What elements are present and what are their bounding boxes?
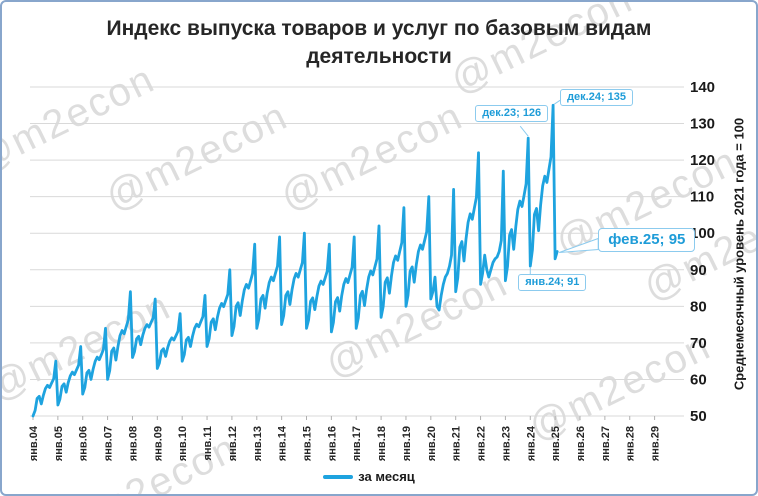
annotation-pointer bbox=[559, 237, 599, 253]
y-tick-label: 110 bbox=[690, 189, 714, 206]
annotation-callout: дек.24; 135 bbox=[560, 89, 634, 107]
x-tick-label: янв.28 bbox=[625, 426, 637, 461]
y-tick-label: 90 bbox=[690, 262, 707, 279]
y-tick-label: 120 bbox=[690, 152, 715, 169]
x-tick-label: янв.15 bbox=[302, 426, 314, 461]
x-tick-label: янв.18 bbox=[376, 426, 388, 461]
y-axis-title: Среднемесячный уровень 2021 года = 100 bbox=[731, 117, 747, 391]
x-tick-label: янв.12 bbox=[227, 426, 239, 461]
y-tick-label: 130 bbox=[690, 116, 715, 133]
x-tick-label: янв.07 bbox=[103, 426, 115, 461]
x-tick-label: янв.29 bbox=[650, 426, 662, 461]
y-tick-label: 60 bbox=[690, 371, 707, 388]
x-tick-label: янв.14 bbox=[277, 425, 289, 461]
annotation-callout: янв.24; 91 bbox=[518, 274, 587, 292]
x-tick-label: янв.16 bbox=[326, 426, 338, 461]
x-tick-label: янв.25 bbox=[550, 426, 562, 461]
x-tick-label: янв.21 bbox=[451, 426, 463, 461]
y-tick-label: 80 bbox=[690, 298, 707, 315]
x-tick-label: янв.11 bbox=[202, 426, 214, 461]
x-tick-label: янв.22 bbox=[476, 426, 488, 461]
x-tick-label: янв.10 bbox=[177, 426, 189, 461]
x-tick-label: янв.27 bbox=[600, 426, 612, 461]
x-tick-label: янв.24 bbox=[525, 425, 537, 461]
x-tick-label: янв.23 bbox=[500, 426, 512, 461]
legend-label: за месяц bbox=[358, 469, 415, 484]
x-tick-label: янв.19 bbox=[401, 426, 413, 461]
y-tick-label: 70 bbox=[690, 335, 707, 352]
x-tick-label: янв.06 bbox=[78, 426, 90, 461]
y-tick-label: 140 bbox=[690, 79, 715, 96]
y-tick-label: 50 bbox=[690, 408, 707, 425]
annotation-callout: фев.25; 95 bbox=[598, 227, 696, 252]
legend-line-swatch bbox=[323, 474, 354, 479]
legend: за месяц bbox=[2, 469, 736, 484]
annotation-callout: дек.23; 126 bbox=[475, 105, 549, 123]
x-tick-label: янв.26 bbox=[575, 426, 587, 461]
y-tick-label: 100 bbox=[690, 225, 715, 242]
x-tick-label: янв.13 bbox=[252, 426, 264, 461]
annotation-leader bbox=[553, 99, 561, 105]
chart-title: Индекс выпуска товаров и услуг по базовы… bbox=[106, 17, 652, 68]
x-tick-label: янв.04 bbox=[28, 425, 40, 461]
series-line bbox=[31, 103, 559, 418]
x-tick-label: янв.20 bbox=[426, 426, 438, 461]
x-tick-label: янв.05 bbox=[53, 426, 65, 461]
annotation-leader bbox=[519, 125, 529, 137]
x-tick-label: янв.08 bbox=[127, 426, 139, 461]
x-tick-label: янв.17 bbox=[351, 426, 363, 461]
x-tick-label: янв.09 bbox=[152, 426, 164, 461]
